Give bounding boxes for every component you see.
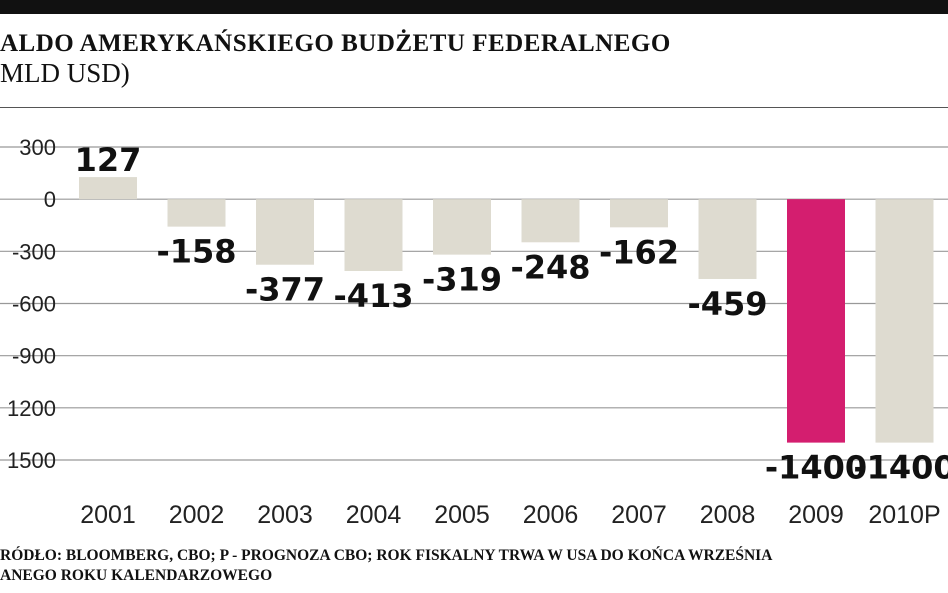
y-tick-label: 0 [44, 187, 56, 212]
bars [79, 177, 934, 443]
y-tick-label: -900 [12, 344, 56, 369]
x-tick-label: 2007 [611, 501, 667, 529]
y-tick-label: 1500 [7, 448, 56, 473]
bar [167, 199, 226, 227]
x-tick-label: 2003 [257, 501, 313, 529]
x-tick-label: 2001 [80, 501, 136, 529]
bar [698, 199, 757, 279]
bar [344, 199, 403, 271]
chart-title: ALDO AMERYKAŃSKIEGO BUDŻETU FEDERALNEGO [0, 30, 671, 57]
bar [79, 177, 137, 200]
bar [610, 199, 668, 228]
x-tick-label: 2005 [434, 501, 490, 529]
y-tick-label: 1200 [7, 396, 56, 421]
footnote-line-2: ANEGO ROKU KALENDARZOWEGO [0, 567, 273, 584]
bar [787, 199, 845, 443]
y-tick-label: -600 [12, 292, 56, 317]
y-tick-label: -300 [12, 239, 56, 264]
value-label: -413 [333, 277, 413, 315]
value-label: -158 [156, 233, 236, 271]
chart-subtitle: MLD USD) [0, 58, 130, 88]
value-label: 127 [75, 141, 142, 179]
top-bar [0, 0, 948, 14]
value-label: -377 [245, 271, 325, 309]
y-axis-ticks: 300 0 -300 -600 -900 1200 1500 [7, 135, 56, 473]
bar-chart: 300 0 -300 -600 -900 1200 1500 127 -158-377 -413… [0, 135, 948, 529]
value-label: -162 [599, 233, 679, 271]
value-label: -1400 [765, 449, 867, 487]
x-tick-label: 2008 [700, 501, 756, 529]
value-label: -459 [687, 285, 767, 323]
source-footnote: RÓDŁO: BLOOMBERG, CBO; P - PROGNOZA CBO;… [0, 546, 772, 586]
x-axis-ticks: 2001 2002 2003 2004 2005 2006 2007 2008 2009 2010… [80, 501, 940, 529]
bar [433, 199, 491, 255]
value-label: -248 [510, 248, 590, 286]
x-tick-label: 2006 [523, 501, 579, 529]
bar [875, 199, 934, 443]
x-tick-label: 2009 [788, 501, 844, 529]
value-label: -319 [422, 261, 502, 299]
x-tick-label: 2010P [868, 501, 940, 529]
x-tick-label: 2004 [346, 501, 402, 529]
bar [256, 199, 314, 265]
value-labels: 127 -158-377 -413 -319 -248 -162-459 -1400-140… [75, 141, 948, 487]
title-divider [0, 107, 948, 108]
footnote-line-1: RÓDŁO: BLOOMBERG, CBO; P - PROGNOZA CBO;… [0, 547, 773, 564]
y-tick-label: 300 [19, 135, 56, 160]
x-tick-label: 2002 [169, 501, 225, 529]
bar [521, 199, 580, 243]
value-label: -1400 [853, 449, 948, 487]
